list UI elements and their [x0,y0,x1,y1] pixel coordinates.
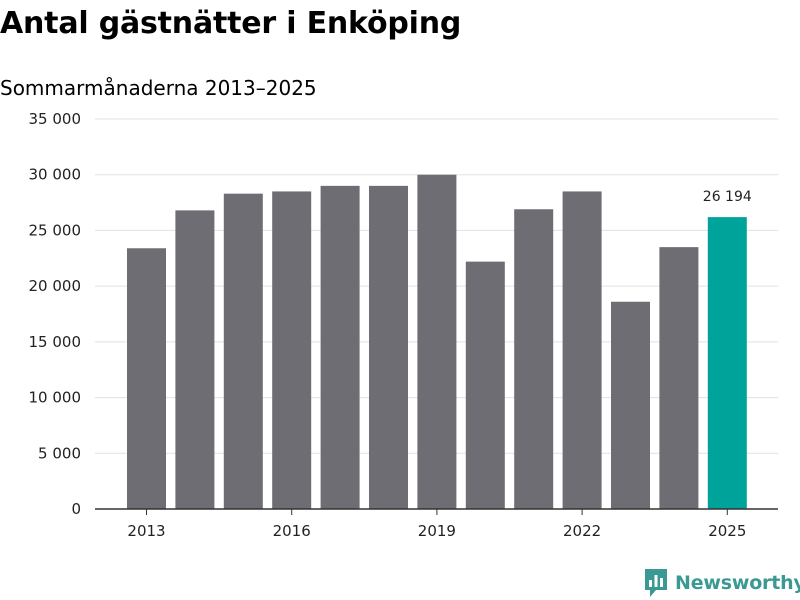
bar-2016 [272,191,312,509]
y-tick-label: 25 000 [29,221,82,239]
bar-2021 [514,209,554,509]
y-tick-label: 15 000 [29,333,82,351]
y-axis-ticks: 0 5 000 10 000 15 000 20 000 25 000 30 000 35 0… [29,110,82,518]
bars [127,174,747,509]
y-tick-label: 0 [71,500,81,518]
y-tick-label: 10 000 [29,389,82,407]
x-tick-label: 2013 [127,522,165,540]
bar-2019 [417,174,457,509]
brand-logo: Newsworthy [644,566,800,600]
x-tick-label: 2025 [708,522,746,540]
bar-2015 [223,193,263,509]
value-label-2025: 26 194 [703,189,752,205]
brand-name: Newsworthy [675,572,800,594]
x-tick-label: 2022 [563,522,601,540]
bar-2022 [562,191,602,509]
y-tick-label: 30 000 [29,166,82,184]
x-tick-label: 2016 [273,522,311,540]
y-tick-label: 20 000 [29,277,82,295]
bar-2018 [369,185,408,509]
bar-2013 [127,248,166,509]
bar-2025 [707,217,747,509]
bar-2024 [659,247,699,509]
bar-2017 [320,185,360,509]
bar-2014 [175,210,215,509]
chart-title: Antal gästnätter i Enköping [0,6,462,41]
y-tick-label: 5 000 [38,444,81,462]
newsworthy-logo-icon [645,569,667,597]
bar-2023 [611,301,650,509]
x-tick-label: 2019 [418,522,456,540]
value-labels: 26 194 [703,189,752,205]
y-tick-label: 35 000 [29,110,82,128]
bar-2020 [465,261,505,509]
chart-subtitle: Sommarmånaderna 2013–2025 [0,76,317,100]
x-axis-ticks: 2013 2016 2019 2022 2025 [127,509,746,540]
